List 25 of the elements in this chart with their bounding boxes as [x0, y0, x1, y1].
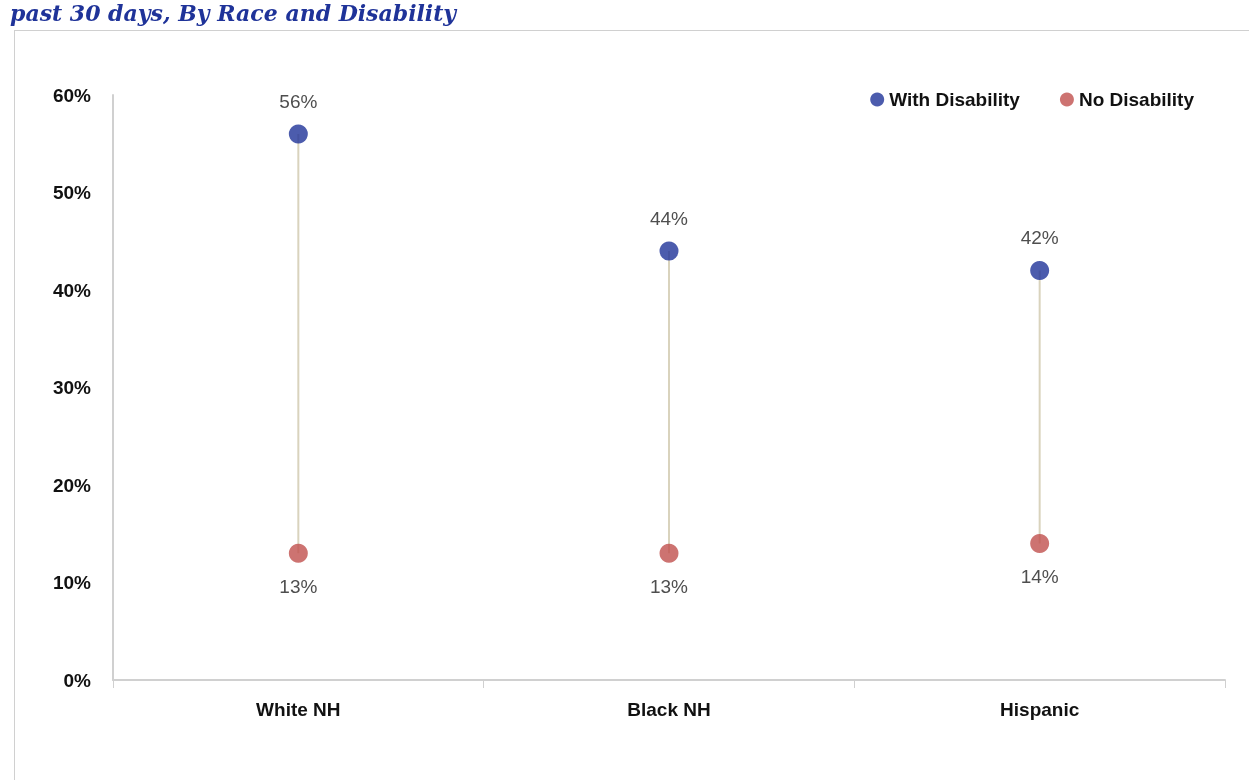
- y-tick-label: 50%: [52, 182, 92, 203]
- y-tick-label: 20%: [52, 474, 92, 496]
- legend-label: No Disability: [1078, 89, 1195, 110]
- y-tick-label: 30%: [52, 377, 92, 398]
- point: [288, 543, 308, 563]
- data-label: 56%: [279, 90, 318, 112]
- legend-label: With Disability: [889, 89, 1021, 110]
- x-tick-label: Black NH: [627, 699, 711, 720]
- point: [659, 241, 679, 261]
- data-label: 44%: [649, 207, 689, 229]
- data-label: 14%: [1020, 566, 1059, 587]
- chart-title: past 30 days, By Race and Disability: [10, 0, 457, 26]
- x-tick-label: White NH: [256, 699, 341, 720]
- point: [288, 124, 308, 144]
- data-label: 42%: [1020, 227, 1059, 248]
- point: [659, 543, 679, 563]
- point: [1030, 534, 1050, 553]
- data-label: 13%: [649, 575, 689, 597]
- y-tick-label: 40%: [52, 279, 92, 301]
- y-tick-label: 0%: [63, 669, 92, 691]
- y-tick-label: 60%: [52, 84, 92, 106]
- data-label: 13%: [279, 575, 318, 597]
- y-tick-label: 10%: [52, 572, 92, 593]
- x-tick-label: Hispanic: [1000, 699, 1080, 720]
- point: [1030, 261, 1050, 280]
